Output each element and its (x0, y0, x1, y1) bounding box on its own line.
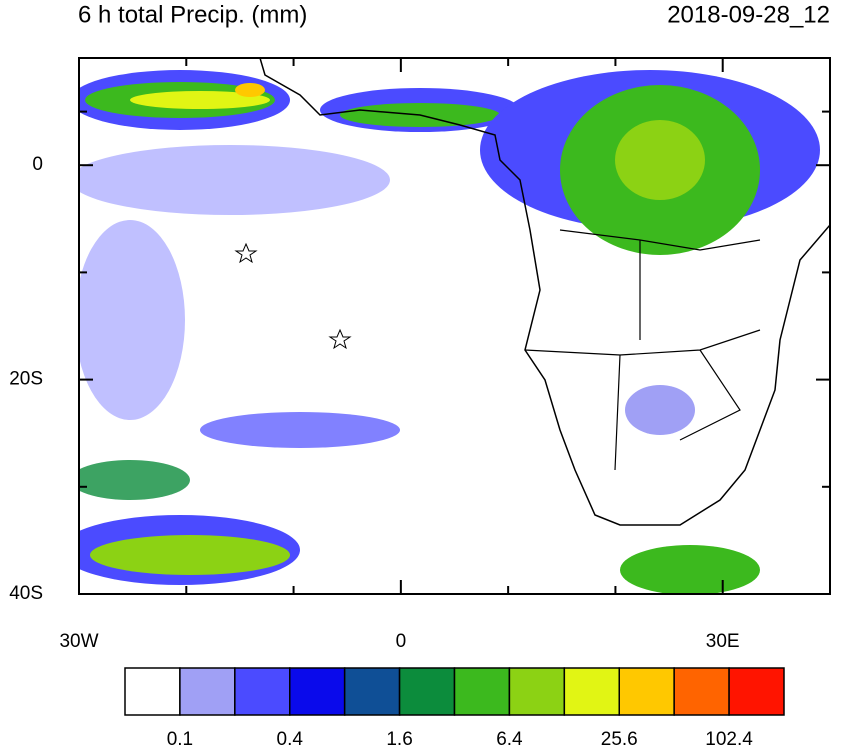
colorbar-box (508, 667, 566, 716)
colorbar-box (728, 667, 785, 716)
colorbar-box (453, 667, 511, 716)
y-tick-label: 0 (32, 154, 43, 175)
x-tick-label: 30E (706, 631, 740, 652)
colorbar-label: 6.4 (496, 729, 523, 750)
map-frame (78, 57, 831, 595)
y-tick-label: 40S (9, 583, 43, 604)
y-tick-label: 20S (9, 369, 43, 390)
colorbar-box (618, 667, 675, 716)
colorbar-label: 25.6 (601, 729, 638, 750)
colorbar-box (343, 667, 401, 716)
colorbar-box (179, 667, 236, 716)
colorbar-box (398, 667, 456, 716)
colorbar-label: 0.1 (167, 729, 193, 750)
valid-time: 2018-09-28_12 (667, 1, 830, 28)
x-tick-label: 30W (59, 631, 98, 652)
colorbar-label: 102.4 (705, 729, 753, 750)
colorbar-label: 0.4 (277, 729, 304, 750)
colorbar-label: 1.6 (386, 729, 412, 750)
x-tick-label: 0 (396, 631, 407, 652)
title: 6 h total Precip. (mm) (78, 1, 307, 28)
colorbar-box (124, 667, 181, 716)
colorbar-box (289, 667, 346, 716)
colorbar-box (673, 667, 730, 716)
precip-field (79, 58, 830, 594)
colorbar-box (563, 667, 620, 716)
colorbar-box (234, 667, 291, 716)
